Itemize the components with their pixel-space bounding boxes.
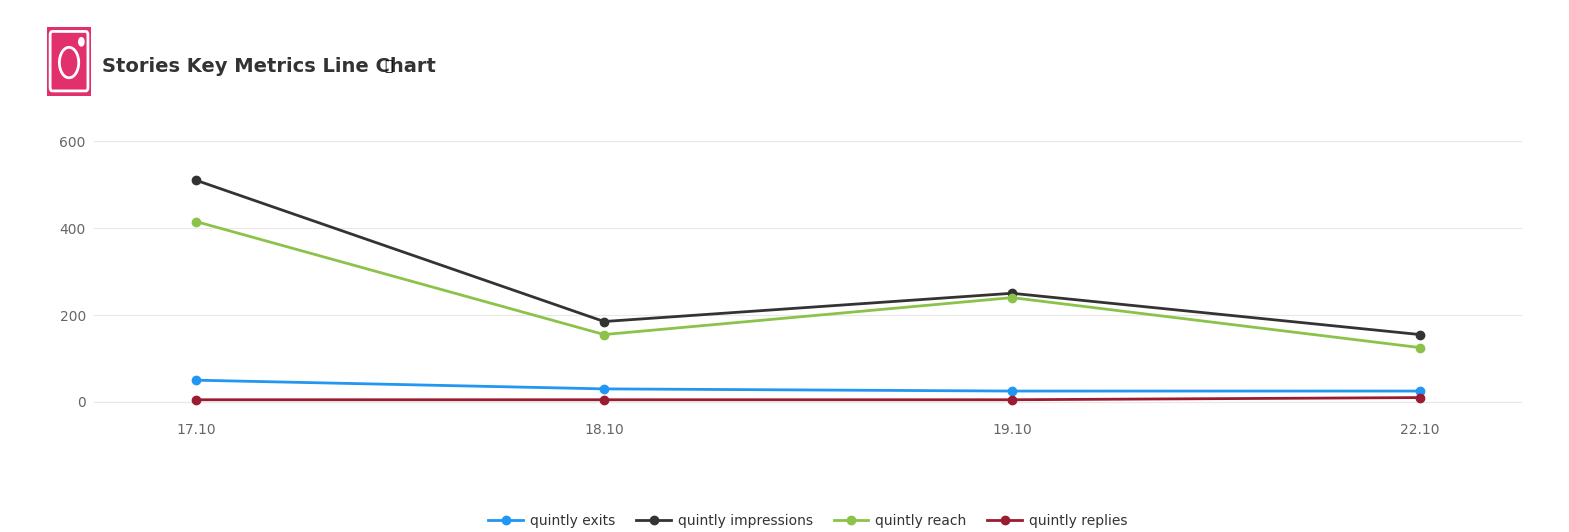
Line: quintly impressions: quintly impressions xyxy=(191,176,1425,339)
quintly exits xyxy=(595,386,613,392)
Legend: quintly exits, quintly impressions, quintly reach, quintly replies: quintly exits, quintly impressions, quin… xyxy=(483,508,1133,532)
quintly impressions xyxy=(595,318,613,325)
quintly reach xyxy=(1411,344,1429,351)
quintly impressions xyxy=(187,177,206,184)
quintly replies xyxy=(187,396,206,403)
quintly exits xyxy=(1411,388,1429,394)
quintly exits xyxy=(1003,388,1021,394)
quintly exits xyxy=(187,377,206,384)
Circle shape xyxy=(77,39,83,49)
Line: quintly replies: quintly replies xyxy=(191,393,1425,404)
quintly reach xyxy=(595,331,613,338)
Circle shape xyxy=(78,38,85,46)
quintly reach xyxy=(1003,294,1021,301)
Text: Stories Key Metrics Line Chart: Stories Key Metrics Line Chart xyxy=(102,57,436,76)
quintly replies xyxy=(595,396,613,403)
quintly impressions xyxy=(1411,331,1429,338)
Line: quintly reach: quintly reach xyxy=(191,218,1425,352)
Text: 🔧: 🔧 xyxy=(384,60,392,73)
FancyBboxPatch shape xyxy=(50,31,88,91)
quintly replies xyxy=(1003,396,1021,403)
quintly replies xyxy=(1411,394,1429,401)
Line: quintly exits: quintly exits xyxy=(191,376,1425,395)
quintly impressions xyxy=(1003,290,1021,296)
quintly reach xyxy=(187,218,206,225)
